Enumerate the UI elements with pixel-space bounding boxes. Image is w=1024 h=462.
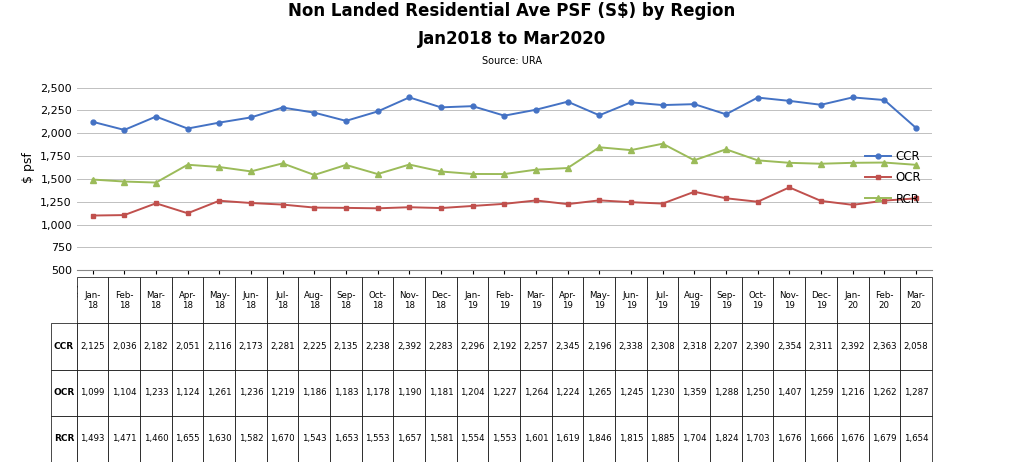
CCR bbox=[467, 103, 479, 109]
RCR bbox=[879, 160, 891, 165]
CCR bbox=[403, 95, 416, 100]
RCR bbox=[847, 160, 859, 165]
Line: RCR: RCR bbox=[89, 140, 920, 186]
CCR bbox=[340, 118, 352, 124]
OCR bbox=[213, 198, 225, 203]
RCR bbox=[467, 171, 479, 177]
CCR bbox=[688, 101, 700, 107]
OCR bbox=[656, 201, 669, 207]
OCR bbox=[688, 189, 700, 195]
OCR bbox=[625, 200, 637, 205]
OCR bbox=[561, 201, 573, 207]
RCR bbox=[308, 172, 321, 178]
RCR bbox=[593, 145, 605, 150]
RCR bbox=[340, 162, 352, 168]
RCR bbox=[783, 160, 796, 165]
Line: OCR: OCR bbox=[90, 185, 919, 218]
OCR bbox=[815, 198, 827, 204]
CCR bbox=[783, 98, 796, 103]
CCR bbox=[308, 110, 321, 116]
RCR bbox=[435, 169, 447, 174]
RCR bbox=[625, 147, 637, 153]
OCR bbox=[372, 206, 384, 211]
OCR bbox=[529, 198, 542, 203]
Y-axis label: $ psf: $ psf bbox=[22, 152, 35, 183]
CCR bbox=[150, 114, 162, 119]
RCR bbox=[752, 158, 764, 163]
OCR bbox=[118, 213, 130, 218]
CCR bbox=[593, 113, 605, 118]
OCR bbox=[150, 201, 162, 206]
OCR bbox=[403, 205, 416, 210]
RCR bbox=[498, 171, 510, 177]
OCR bbox=[783, 185, 796, 190]
OCR bbox=[498, 201, 510, 207]
RCR bbox=[118, 179, 130, 184]
CCR bbox=[879, 97, 891, 103]
RCR bbox=[910, 162, 923, 168]
Text: Source: URA: Source: URA bbox=[482, 56, 542, 67]
Legend: CCR, OCR, RCR: CCR, OCR, RCR bbox=[860, 145, 926, 210]
OCR bbox=[181, 211, 194, 216]
RCR bbox=[86, 177, 98, 182]
CCR bbox=[910, 125, 923, 131]
RCR bbox=[213, 164, 225, 170]
RCR bbox=[181, 162, 194, 168]
CCR bbox=[625, 99, 637, 105]
OCR bbox=[847, 202, 859, 207]
RCR bbox=[561, 165, 573, 171]
RCR bbox=[688, 158, 700, 163]
CCR bbox=[86, 119, 98, 125]
OCR bbox=[910, 195, 923, 201]
OCR bbox=[720, 195, 732, 201]
CCR bbox=[752, 95, 764, 100]
CCR bbox=[529, 107, 542, 113]
CCR bbox=[656, 102, 669, 108]
RCR bbox=[372, 171, 384, 177]
Text: Jan2018 to Mar2020: Jan2018 to Mar2020 bbox=[418, 30, 606, 48]
CCR bbox=[815, 102, 827, 108]
RCR bbox=[245, 169, 257, 174]
Line: CCR: CCR bbox=[90, 95, 919, 132]
CCR bbox=[213, 120, 225, 125]
CCR bbox=[181, 126, 194, 131]
OCR bbox=[435, 205, 447, 211]
OCR bbox=[308, 205, 321, 210]
Text: Non Landed Residential Ave PSF (S$) by Region: Non Landed Residential Ave PSF (S$) by R… bbox=[289, 2, 735, 20]
CCR bbox=[372, 109, 384, 114]
CCR bbox=[498, 113, 510, 118]
CCR bbox=[720, 111, 732, 117]
CCR bbox=[435, 104, 447, 110]
RCR bbox=[815, 161, 827, 166]
CCR bbox=[276, 105, 289, 110]
OCR bbox=[276, 202, 289, 207]
RCR bbox=[276, 161, 289, 166]
RCR bbox=[529, 167, 542, 172]
CCR bbox=[118, 127, 130, 133]
OCR bbox=[467, 203, 479, 209]
OCR bbox=[879, 198, 891, 203]
CCR bbox=[847, 95, 859, 100]
RCR bbox=[656, 141, 669, 146]
RCR bbox=[403, 162, 416, 167]
OCR bbox=[752, 199, 764, 205]
OCR bbox=[245, 200, 257, 206]
CCR bbox=[561, 99, 573, 104]
CCR bbox=[245, 115, 257, 120]
RCR bbox=[150, 180, 162, 185]
RCR bbox=[720, 146, 732, 152]
OCR bbox=[340, 205, 352, 211]
OCR bbox=[86, 213, 98, 219]
OCR bbox=[593, 198, 605, 203]
